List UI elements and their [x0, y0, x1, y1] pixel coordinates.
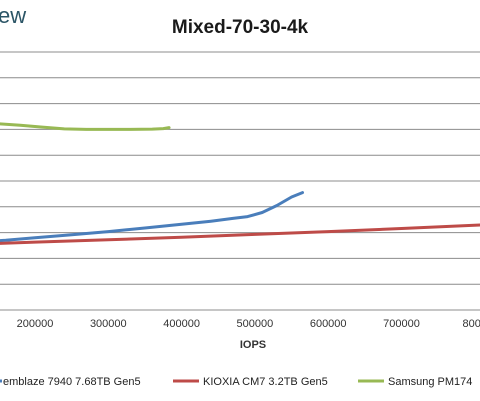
chart-title: Mixed-70-30-4k [172, 17, 309, 38]
x-tick-label: 300000 [90, 318, 127, 330]
x-axis-label: IOPS [240, 339, 266, 351]
x-tick-label: 600000 [310, 318, 347, 330]
x-tick-label: 400000 [163, 318, 200, 330]
x-tick-label: 8000 [463, 318, 480, 330]
series-line-2 [0, 223, 480, 245]
gridlines [0, 51, 480, 285]
series-lines [0, 122, 480, 245]
legend-label: emblaze 7940 7.68TB Gen5 [3, 376, 141, 388]
x-tick-label: 500000 [237, 318, 274, 330]
series-line-1 [0, 191, 304, 243]
series-line-3 [0, 122, 171, 131]
brand-logo-text: ew [0, 3, 26, 28]
x-tick-label: 700000 [383, 318, 420, 330]
legend-label: Samsung PM174 [388, 376, 472, 388]
legend-label: KIOXIA CM7 3.2TB Gen5 [203, 376, 328, 388]
x-tick-label: 200000 [17, 318, 54, 330]
legend: emblaze 7940 7.68TB Gen5 KIOXIA CM7 3.2TB… [0, 376, 472, 388]
x-tick-labels: 200000 300000 400000 500000 600000 700000 8000 [17, 318, 480, 330]
